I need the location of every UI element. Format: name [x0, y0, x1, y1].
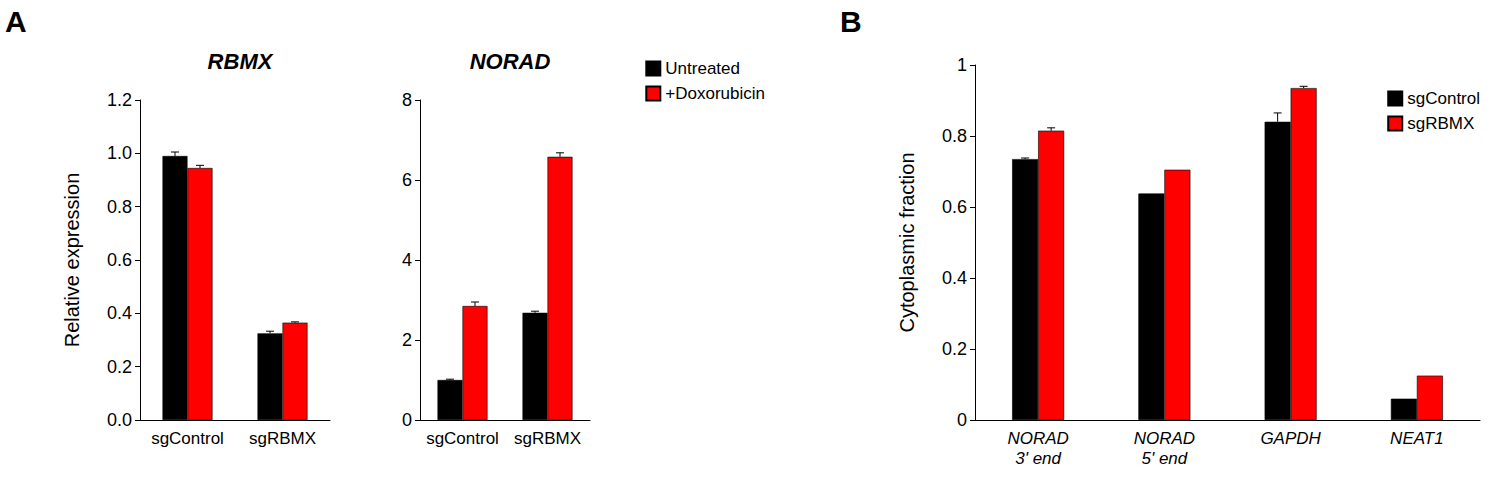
svg-text:2: 2 [402, 330, 412, 350]
svg-text:sgControl: sgControl [426, 429, 499, 448]
svg-text:1: 1 [957, 55, 967, 75]
svg-text:sgRBMX: sgRBMX [1407, 114, 1474, 133]
svg-text:8: 8 [402, 90, 412, 110]
svg-text:1.0: 1.0 [107, 143, 132, 163]
svg-text:0.8: 0.8 [107, 197, 132, 217]
svg-text:0.4: 0.4 [107, 303, 132, 323]
svg-text:0: 0 [402, 410, 412, 430]
svg-text:3' end: 3' end [1015, 449, 1061, 468]
html-text:A: A [5, 5, 27, 38]
svg-text:NORAD: NORAD [1007, 429, 1068, 448]
svg-text:sgControl: sgControl [151, 429, 224, 448]
svg-text:0.6: 0.6 [107, 250, 132, 270]
html-text:B: B [840, 5, 862, 38]
svg-text:sgControl: sgControl [1407, 89, 1480, 108]
svg-text:Untreated: Untreated [665, 59, 740, 78]
svg-text:0.2: 0.2 [942, 339, 967, 359]
svg-text:5' end: 5' end [1141, 449, 1187, 468]
svg-text:RBMX: RBMX [208, 49, 274, 74]
svg-text:NORAD: NORAD [1134, 429, 1195, 448]
svg-text:6: 6 [402, 170, 412, 190]
svg-text:1.2: 1.2 [107, 90, 132, 110]
svg-text:0.8: 0.8 [942, 126, 967, 146]
svg-text:0.4: 0.4 [942, 268, 967, 288]
svg-text:4: 4 [402, 250, 412, 270]
svg-text:sgRBMX: sgRBMX [514, 429, 581, 448]
svg-text:NEAT1: NEAT1 [1390, 429, 1444, 448]
svg-text:0.2: 0.2 [107, 357, 132, 377]
svg-text:NORAD: NORAD [470, 49, 551, 74]
svg-text:0: 0 [957, 410, 967, 430]
svg-text:Cytoplasmic fraction: Cytoplasmic fraction [896, 152, 918, 332]
svg-text:0.0: 0.0 [107, 410, 132, 430]
svg-text:GAPDH: GAPDH [1260, 429, 1321, 448]
svg-text:0.6: 0.6 [942, 197, 967, 217]
svg-text:Relative expression: Relative expression [61, 173, 83, 348]
svg-text:sgRBMX: sgRBMX [249, 429, 316, 448]
svg-text:+Doxorubicin: +Doxorubicin [665, 84, 765, 103]
